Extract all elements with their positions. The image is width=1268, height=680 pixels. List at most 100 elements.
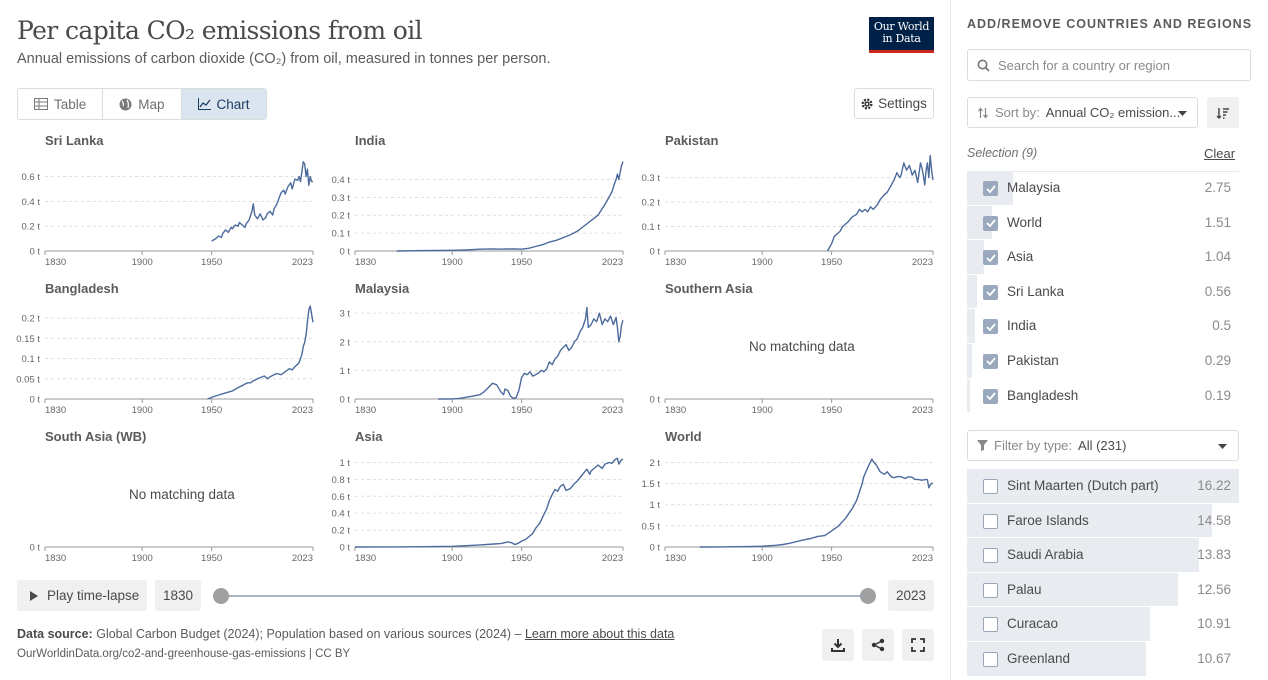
- entity-row[interactable]: Asia 1.04: [967, 240, 1239, 275]
- y-tick-label: 0 t: [339, 543, 350, 554]
- y-tick-label: 0.05 t: [16, 374, 40, 385]
- entity-name: Sint Maarten (Dutch part): [1007, 478, 1159, 493]
- y-tick-label: 0.15 t: [16, 334, 40, 345]
- y-tick-label: 0.8 t: [332, 475, 351, 486]
- checkmark-icon: [985, 357, 996, 366]
- entity-value: 2.75: [1204, 180, 1231, 195]
- entity-checkbox[interactable]: [983, 513, 998, 529]
- no-data-message: No matching data: [749, 338, 855, 354]
- filter-value: All (231): [1078, 438, 1127, 453]
- entity-row[interactable]: Curacao 10.91: [967, 607, 1239, 642]
- entity-name: Palau: [1007, 581, 1042, 597]
- timeline-start-handle[interactable]: [213, 588, 229, 604]
- download-button[interactable]: [822, 629, 854, 661]
- x-tick-label: 1950: [511, 553, 532, 564]
- no-data-message: No matching data: [129, 486, 235, 502]
- entity-checkbox[interactable]: [983, 479, 998, 494]
- x-tick-label: 1830: [665, 553, 686, 564]
- entity-row[interactable]: Sint Maarten (Dutch part) 16.22: [967, 469, 1239, 504]
- series-line[interactable]: [354, 457, 624, 548]
- entity-value: 12.56: [1197, 581, 1231, 597]
- end-year-label[interactable]: 2023: [888, 580, 934, 611]
- entity-checkbox[interactable]: [983, 388, 998, 404]
- tab-table[interactable]: Table: [18, 89, 104, 119]
- available-entities-list: Sint Maarten (Dutch part) 16.22 Faroe Isla…: [967, 469, 1239, 677]
- x-tick-label: 1900: [752, 257, 773, 268]
- entity-name: Sri Lanka: [1007, 283, 1065, 299]
- tab-table-label: Table: [54, 96, 87, 112]
- series-line[interactable]: [826, 154, 934, 252]
- x-tick-label: 1950: [201, 553, 222, 564]
- entity-checkbox[interactable]: [983, 215, 998, 231]
- fullscreen-button[interactable]: [902, 629, 934, 661]
- play-timelapse-button[interactable]: Play time-lapse: [17, 580, 147, 611]
- entity-checkbox[interactable]: [983, 319, 998, 335]
- page-subtitle: Annual emissions of carbon dioxide (CO₂)…: [17, 51, 551, 67]
- entity-row[interactable]: Greenland 10.67: [967, 641, 1239, 677]
- x-tick-label: 2023: [292, 553, 313, 564]
- filter-by-type-select[interactable]: Filter by type: All (231): [967, 430, 1239, 461]
- sort-label: Sort by:: [995, 105, 1040, 120]
- selection-count: Selection (9): [967, 146, 1038, 160]
- search-input[interactable]: [998, 57, 1238, 73]
- entity-value: 0.5: [1212, 318, 1231, 334]
- owid-logo[interactable]: Our World in Data: [869, 17, 934, 53]
- panel-title: Southern Asia: [665, 281, 753, 296]
- tab-chart[interactable]: Chart: [181, 89, 266, 119]
- start-year-label[interactable]: 1830: [155, 580, 201, 611]
- entity-checkbox[interactable]: [983, 284, 998, 300]
- entity-row[interactable]: Faroe Islands 14.58: [967, 503, 1239, 539]
- entity-name: Saudi Arabia: [1007, 547, 1084, 563]
- series-line[interactable]: [438, 306, 624, 400]
- timeline-end-handle[interactable]: [860, 588, 876, 604]
- entity-checkbox[interactable]: [983, 353, 998, 369]
- entity-checkbox[interactable]: [983, 181, 998, 196]
- entity-checkbox[interactable]: [983, 651, 998, 667]
- value-bar: [967, 503, 1212, 538]
- settings-button[interactable]: Settings: [854, 88, 934, 119]
- series-line[interactable]: [207, 305, 314, 400]
- chart-panel: 0 t 0.05 t 0.1 t 0.15 t 0.2 t 1830 1900 1950 202…: [16, 305, 314, 416]
- entity-name: Greenland: [1007, 650, 1071, 666]
- entity-row[interactable]: India 0.5: [967, 309, 1239, 344]
- entity-row[interactable]: Sri Lanka 0.56: [967, 274, 1239, 310]
- learn-more-link[interactable]: Learn more about this data: [524, 627, 675, 641]
- series-line[interactable]: [699, 458, 934, 548]
- entity-checkbox[interactable]: [983, 617, 998, 633]
- source-label: Data source:: [17, 627, 93, 641]
- panel-title: Pakistan: [665, 133, 719, 148]
- y-tick-label: 1 t: [339, 366, 350, 377]
- entity-row[interactable]: Malaysia 2.75: [967, 171, 1239, 206]
- settings-label: Settings: [878, 96, 927, 111]
- series-line[interactable]: [396, 161, 624, 252]
- y-tick-label: 0.6 t: [332, 492, 351, 503]
- panel-title: Asia: [355, 429, 383, 444]
- checkmark-icon: [985, 392, 996, 401]
- x-tick-label: 1830: [665, 257, 686, 268]
- y-tick-label: 2 t: [649, 458, 660, 469]
- entity-row[interactable]: World 1.51: [967, 205, 1239, 241]
- timeline-track[interactable]: [221, 595, 868, 597]
- entity-row[interactable]: Bangladesh 0.19: [967, 378, 1239, 414]
- entity-checkbox[interactable]: [983, 582, 998, 598]
- y-tick-label: 0.2 t: [642, 198, 661, 209]
- tab-map[interactable]: Map: [103, 89, 182, 119]
- entity-row[interactable]: Pakistan 0.29: [967, 343, 1239, 379]
- country-search[interactable]: [967, 49, 1251, 81]
- caret-down-icon: [1218, 444, 1227, 449]
- x-tick-label: 1900: [752, 405, 773, 416]
- clear-selection-button[interactable]: Clear: [1204, 146, 1236, 161]
- y-tick-label: 0.3 t: [332, 193, 351, 204]
- y-tick-label: 1 t: [649, 500, 660, 511]
- entity-row[interactable]: Saudi Arabia 13.83: [967, 538, 1239, 573]
- sort-order-button[interactable]: [1207, 97, 1239, 128]
- share-button[interactable]: [862, 629, 894, 661]
- x-tick-label: 2023: [602, 257, 623, 268]
- view-tabs: Table Map Chart: [17, 88, 267, 120]
- tab-map-label: Map: [138, 96, 165, 112]
- entity-checkbox[interactable]: [983, 250, 998, 266]
- sort-by-select[interactable]: Sort by: Annual CO₂ emission...: [967, 97, 1198, 128]
- series-line[interactable]: [211, 161, 313, 242]
- entity-row[interactable]: Palau 12.56: [967, 572, 1239, 608]
- entity-checkbox[interactable]: [983, 548, 998, 564]
